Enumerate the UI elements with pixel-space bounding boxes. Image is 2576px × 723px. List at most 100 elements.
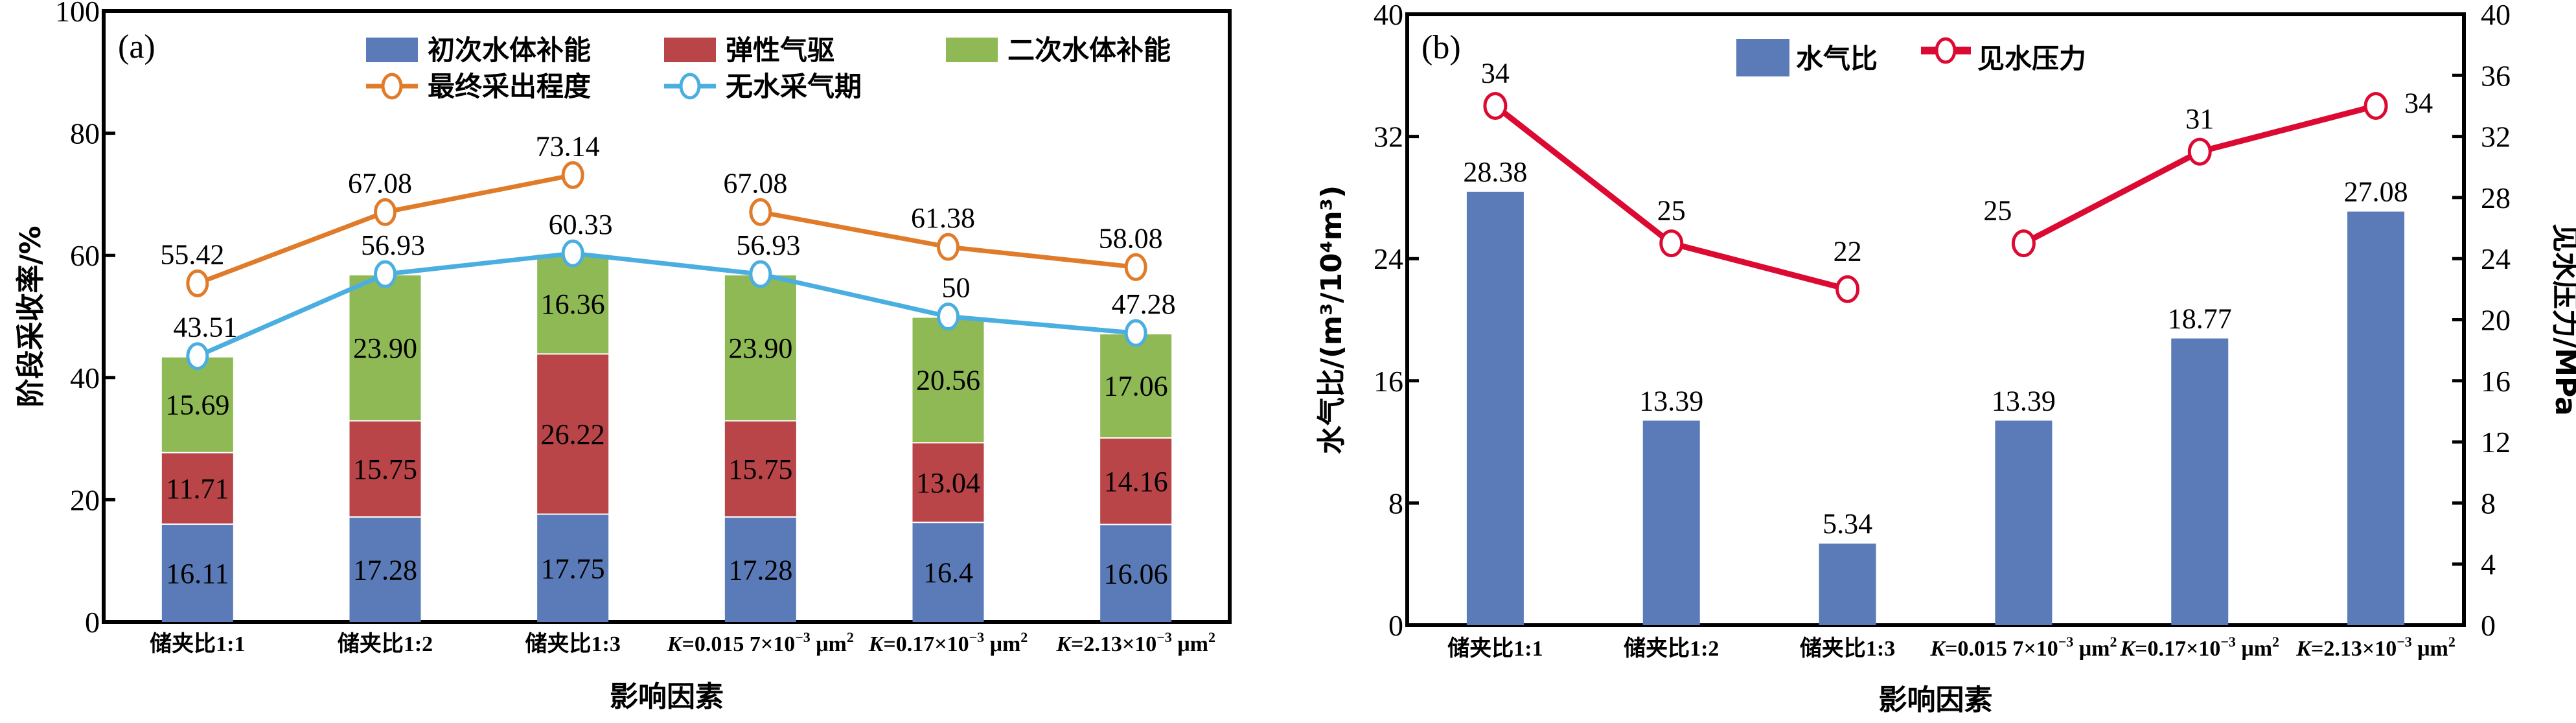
x-tick-label-prefix: K xyxy=(2119,637,2136,661)
line-marker xyxy=(186,342,209,371)
bar-segment xyxy=(724,275,796,420)
line-value-label: 34 xyxy=(2404,87,2433,119)
bar xyxy=(1466,191,1524,625)
bar-segment xyxy=(724,518,796,622)
bar-value-label: 11.71 xyxy=(166,473,229,505)
bar-value-label: 23.90 xyxy=(353,332,417,364)
line-marker xyxy=(1124,253,1147,281)
legend-marker xyxy=(1935,37,1957,64)
line-value-label: 34 xyxy=(1481,57,1510,89)
x-tick-label: K=0.015 7×10−3 μm2 xyxy=(1929,634,2117,661)
line-marker xyxy=(1835,275,1860,303)
x-tick-label-main: 储夹比1:3 xyxy=(525,632,621,656)
x-tick-label-prefix: K xyxy=(1055,632,1072,656)
bar-segment xyxy=(724,421,796,517)
x-tick-label-main: =2.13×10 xyxy=(1071,632,1156,656)
y-right-tick-label: 4 xyxy=(2481,548,2496,581)
x-tick-label-unit: μm xyxy=(811,632,847,656)
legend-label: 见水压力 xyxy=(1977,43,2086,75)
line-value-label: 55.42 xyxy=(160,238,224,270)
bar-value-label: 13.39 xyxy=(1992,385,2056,417)
bar-value-label: 26.22 xyxy=(541,419,605,450)
x-tick-label: K=0.17×10−3 μm2 xyxy=(868,629,1028,656)
y-tick-label: 80 xyxy=(70,117,100,150)
bar-value-label: 18.77 xyxy=(2168,303,2232,334)
legend-marker xyxy=(679,73,701,100)
x-tick-label-main: 储夹比1:1 xyxy=(150,632,245,656)
bar-value-label: 16.11 xyxy=(166,558,229,590)
y-right-tick-label: 8 xyxy=(2481,487,2496,520)
x-tick-label-main: =0.17×10 xyxy=(2135,637,2220,661)
panel-label: (b) xyxy=(1421,29,1461,66)
line-value-label: 56.93 xyxy=(736,229,800,261)
line-value-label: 67.08 xyxy=(723,167,787,199)
bar-segment xyxy=(537,255,609,354)
bar-value-label: 17.28 xyxy=(728,555,792,586)
line-value-label: 67.08 xyxy=(348,167,412,199)
legend-label: 二次水体补能 xyxy=(1007,34,1171,66)
x-tick-label-main: 储夹比1:2 xyxy=(338,632,433,656)
line-marker xyxy=(561,239,584,268)
y-right-tick-label: 28 xyxy=(2481,181,2511,214)
bar-segment xyxy=(537,514,609,622)
x-tick-label-sup: −3 xyxy=(1156,629,1172,645)
line-marker xyxy=(2363,91,2388,120)
bar xyxy=(2347,211,2405,625)
legend-marker xyxy=(381,73,403,100)
y-right-tick-label: 20 xyxy=(2481,304,2511,337)
legend-label: 水气比 xyxy=(1796,43,1878,75)
bar-value-label: 17.75 xyxy=(541,553,605,584)
bar-value-label: 17.28 xyxy=(353,555,417,586)
bar-value-label: 13.04 xyxy=(916,467,980,499)
x-tick-label: 储夹比1:3 xyxy=(525,632,621,656)
x-tick-label: 储夹比1:1 xyxy=(150,632,245,656)
line-value-label: 50 xyxy=(942,272,971,304)
x-tick-label: K=2.13×10−3 μm2 xyxy=(2295,634,2455,661)
y-axis-title: 水气比/(m³/10⁴m³) xyxy=(1315,185,1348,454)
y-tick-label: 32 xyxy=(1374,120,1403,154)
bar-value-label: 15.75 xyxy=(728,453,792,485)
bar-value-label: 28.38 xyxy=(1463,156,1527,188)
bar-value-label: 27.08 xyxy=(2344,176,2408,208)
legend-label: 弹性气驱 xyxy=(726,34,834,66)
x-tick-label-prefix: K xyxy=(868,632,885,656)
line-marker xyxy=(374,198,397,226)
series-line xyxy=(196,251,1136,358)
x-tick-label: K=2.13×10−3 μm2 xyxy=(1055,629,1215,656)
line-marker xyxy=(937,303,960,330)
line-value-label: 31 xyxy=(2185,103,2214,135)
line-value-label: 61.38 xyxy=(911,202,975,234)
y-right-tick-label: 24 xyxy=(2481,242,2511,275)
x-tick-label-sup: −3 xyxy=(2058,634,2074,650)
legend-swatch xyxy=(366,38,418,62)
x-tick-label: K=0.015 7×10−3 μm2 xyxy=(667,629,854,656)
y-right-tick-label: 16 xyxy=(2481,365,2511,398)
x-tick-label-main: 储夹比1:2 xyxy=(1624,636,1719,661)
bar-value-label: 20.56 xyxy=(916,364,980,396)
x-tick-label-main: =0.17×10 xyxy=(883,632,969,656)
x-tick-label: 储夹比1:2 xyxy=(1624,636,1719,661)
legend-swatch xyxy=(946,38,998,62)
x-tick-label: K=0.17×10−3 μm2 xyxy=(2119,634,2279,661)
line-value-label: 56.93 xyxy=(361,229,425,261)
line-marker xyxy=(2011,229,2036,258)
x-tick-label-main: =2.13×10 xyxy=(2311,637,2397,661)
y-right-tick-label: 0 xyxy=(2481,609,2496,642)
chart-a: 0 20 40 60 80 100 16.11 17.28 17.75 17.28 16.4 16.0… xyxy=(14,0,1232,713)
x-tick-label-prefix: K xyxy=(1929,637,1946,661)
bar-value-label: 16.4 xyxy=(923,557,973,589)
y-tick-label: 60 xyxy=(70,239,100,272)
x-tick-label-unit: μm xyxy=(2073,637,2110,661)
x-tick-label-main: 储夹比1:3 xyxy=(1800,636,1895,661)
line-marker xyxy=(937,233,960,261)
y-axis-title: 阶段采收率/% xyxy=(14,225,47,407)
chart-b: 0 8 16 24 32 40 0 4 8 12 16 20 24 28 32 36 40 28.38 13.39 5… xyxy=(1315,0,2576,717)
x-tick-label-prefix: K xyxy=(2295,637,2312,661)
line-marker xyxy=(1124,319,1147,347)
line-marker xyxy=(749,198,772,226)
y-tick-label: 40 xyxy=(70,362,100,395)
plot-frame xyxy=(102,9,1232,624)
line-value-label: 47.28 xyxy=(1112,288,1176,320)
bar-segment xyxy=(1100,439,1172,524)
